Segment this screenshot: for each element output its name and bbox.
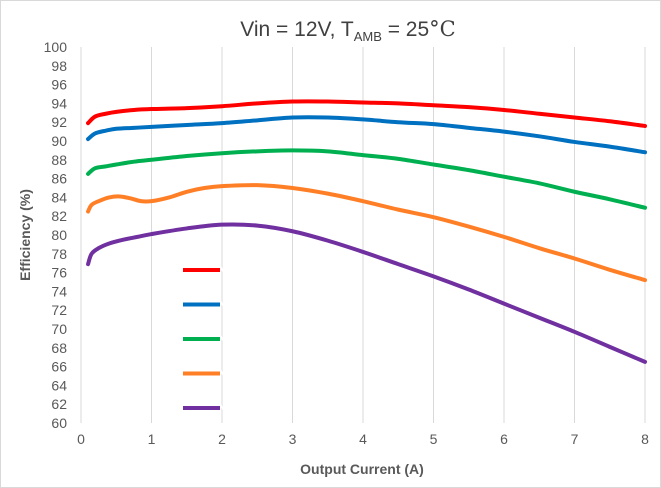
x-tick-label: 4 (359, 431, 367, 447)
y-tick-label: 96 (51, 77, 67, 93)
series-line-0 (86, 99, 647, 128)
y-tick-label: 72 (51, 302, 67, 318)
x-tick-label: 2 (218, 431, 226, 447)
y-tick-label: 82 (51, 208, 67, 224)
x-tick-labels: 0 1 2 3 4 5 6 7 8 (77, 431, 649, 447)
series-line-3 (86, 183, 647, 283)
y-tick-label: 66 (51, 359, 67, 375)
series-line-1 (86, 115, 647, 155)
x-tick-label: 6 (500, 431, 508, 447)
y-axis-title: Efficiency (%) (17, 189, 33, 281)
x-tick-label: 1 (148, 431, 156, 447)
legend-label-4: Vout = 0.6V (220, 401, 288, 416)
title-subscript: AMB (354, 29, 382, 44)
series-lines (86, 99, 647, 364)
y-tick-label: 64 (51, 377, 67, 393)
y-tick-label: 62 (51, 396, 67, 412)
title-main: Vin = 12V, T (240, 18, 354, 41)
legend-label-1: Vout = 3.3V (220, 298, 288, 313)
title-degree: °C (429, 17, 456, 41)
x-axis-title: Output Current (A) (300, 461, 424, 477)
y-tick-label: 70 (51, 321, 67, 337)
y-tick-label: 94 (51, 95, 67, 111)
series-line-2 (86, 148, 647, 210)
legend: Vout = 5V Vout = 3.3V Vout = 1.8V Vout = 1.… (183, 263, 288, 416)
y-tick-label: 74 (51, 283, 67, 299)
y-tick-label: 88 (51, 152, 67, 168)
y-tick-labels: 60 62 64 66 68 70 72 74 76 78 80 82 84 86 88 90 92 94 96 98… (44, 39, 68, 431)
legend-label-2: Vout = 1.8V (220, 332, 288, 347)
legend-label-3: Vout = 1.0V (220, 367, 288, 382)
y-tick-label: 100 (44, 39, 68, 55)
legend-label-0: Vout = 5V (220, 263, 277, 278)
x-tick-label: 3 (289, 431, 297, 447)
y-tick-label: 84 (51, 189, 67, 205)
chart-title: Vin = 12V, TAMB = 25°C (240, 17, 456, 44)
y-tick-label: 98 (51, 58, 67, 74)
x-tick-label: 0 (77, 431, 85, 447)
y-tick-label: 86 (51, 171, 67, 187)
title-suffix: = 25 (382, 18, 429, 41)
y-tick-label: 68 (51, 340, 67, 356)
y-tick-label: 60 (51, 415, 67, 431)
x-tick-label: 7 (571, 431, 579, 447)
y-tick-label: 90 (51, 133, 67, 149)
x-tick-label: 5 (430, 431, 438, 447)
y-tick-label: 78 (51, 246, 67, 262)
y-tick-label: 80 (51, 227, 67, 243)
series-line-4 (86, 222, 647, 364)
y-tick-label: 76 (51, 265, 67, 281)
x-tick-label: 8 (641, 431, 649, 447)
y-tick-label: 92 (51, 114, 67, 130)
